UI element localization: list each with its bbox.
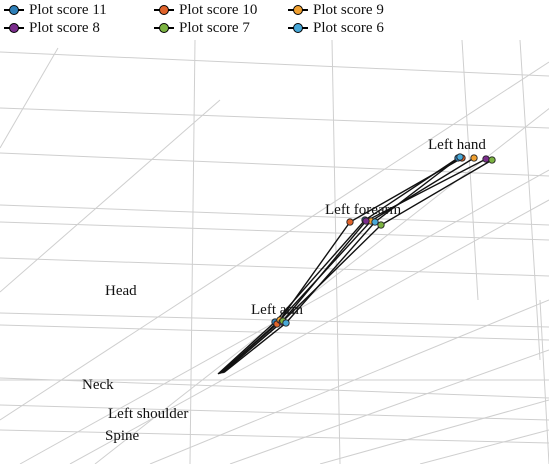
grid-line	[0, 51, 549, 77]
legend-marker	[3, 3, 25, 17]
joint-label-head: Head	[105, 283, 137, 299]
grid-line	[69, 199, 549, 464]
series-line-6	[223, 156, 461, 374]
series-point	[482, 155, 490, 163]
legend-marker	[153, 3, 175, 17]
grid-line	[0, 99, 221, 293]
legend-item: Plot score 8	[3, 19, 100, 37]
legend-item: Plot score 7	[153, 19, 250, 37]
joint-label-spine: Spine	[105, 428, 140, 444]
series-line-1	[217, 157, 459, 375]
grid-line	[0, 221, 549, 241]
grid-line	[0, 429, 549, 444]
series-lines	[217, 156, 493, 375]
legend-label: Plot score 10	[179, 1, 258, 18]
legend-label: Plot score 9	[313, 1, 384, 18]
series-point	[470, 154, 478, 162]
grid-line	[0, 61, 549, 421]
grid-line	[539, 299, 549, 464]
legend-marker	[3, 21, 25, 35]
grid-line	[519, 39, 541, 361]
grid-line	[0, 107, 549, 129]
legend-item: Plot score 9	[287, 1, 384, 19]
legend-item: Plot score 10	[153, 1, 257, 19]
joint-label-left-arm: Left arm	[251, 302, 303, 318]
grid-lines	[0, 39, 549, 464]
series-point	[377, 221, 385, 229]
legend-marker	[287, 21, 309, 35]
series-line-5	[222, 159, 493, 374]
joint-labels: Left hand Left forearm Left arm Head Neck Lef…	[82, 137, 486, 444]
grid-line	[229, 349, 549, 464]
legend-marker	[153, 21, 175, 35]
grid-line	[419, 429, 549, 464]
series-point	[371, 218, 379, 226]
grid-line	[0, 47, 59, 149]
series-point	[362, 217, 370, 225]
grid-line	[149, 299, 549, 464]
grid-line	[0, 152, 549, 177]
joint-label-left-forearm: Left forearm	[325, 202, 402, 218]
grid-line	[0, 204, 549, 226]
grid-line	[319, 399, 549, 464]
series-point	[488, 156, 496, 164]
joint-label-left-hand: Left hand	[428, 137, 486, 153]
series-point	[456, 153, 464, 161]
grid-line	[0, 377, 549, 399]
legend-label: Plot score 7	[179, 19, 250, 36]
series-points	[271, 153, 496, 328]
legend-item: Plot score 6	[287, 19, 384, 37]
grid-line	[0, 257, 549, 277]
series-point	[346, 218, 354, 226]
legend-item: Plot score 11	[3, 1, 107, 19]
legend-label: Plot score 11	[29, 1, 107, 18]
grid-line	[19, 169, 549, 464]
series-point	[282, 319, 290, 327]
grid-line	[189, 39, 196, 464]
series-line-4	[221, 158, 487, 374]
legend-label: Plot score 8	[29, 19, 100, 36]
legend-marker	[287, 3, 309, 17]
legend-label: Plot score 6	[313, 19, 384, 36]
joint-label-neck: Neck	[82, 377, 114, 393]
legend: Plot score 11 Plot score 10 Plot score 9 Pl…	[0, 0, 549, 48]
joint-label-left-shoulder: Left shoulder	[108, 406, 188, 422]
